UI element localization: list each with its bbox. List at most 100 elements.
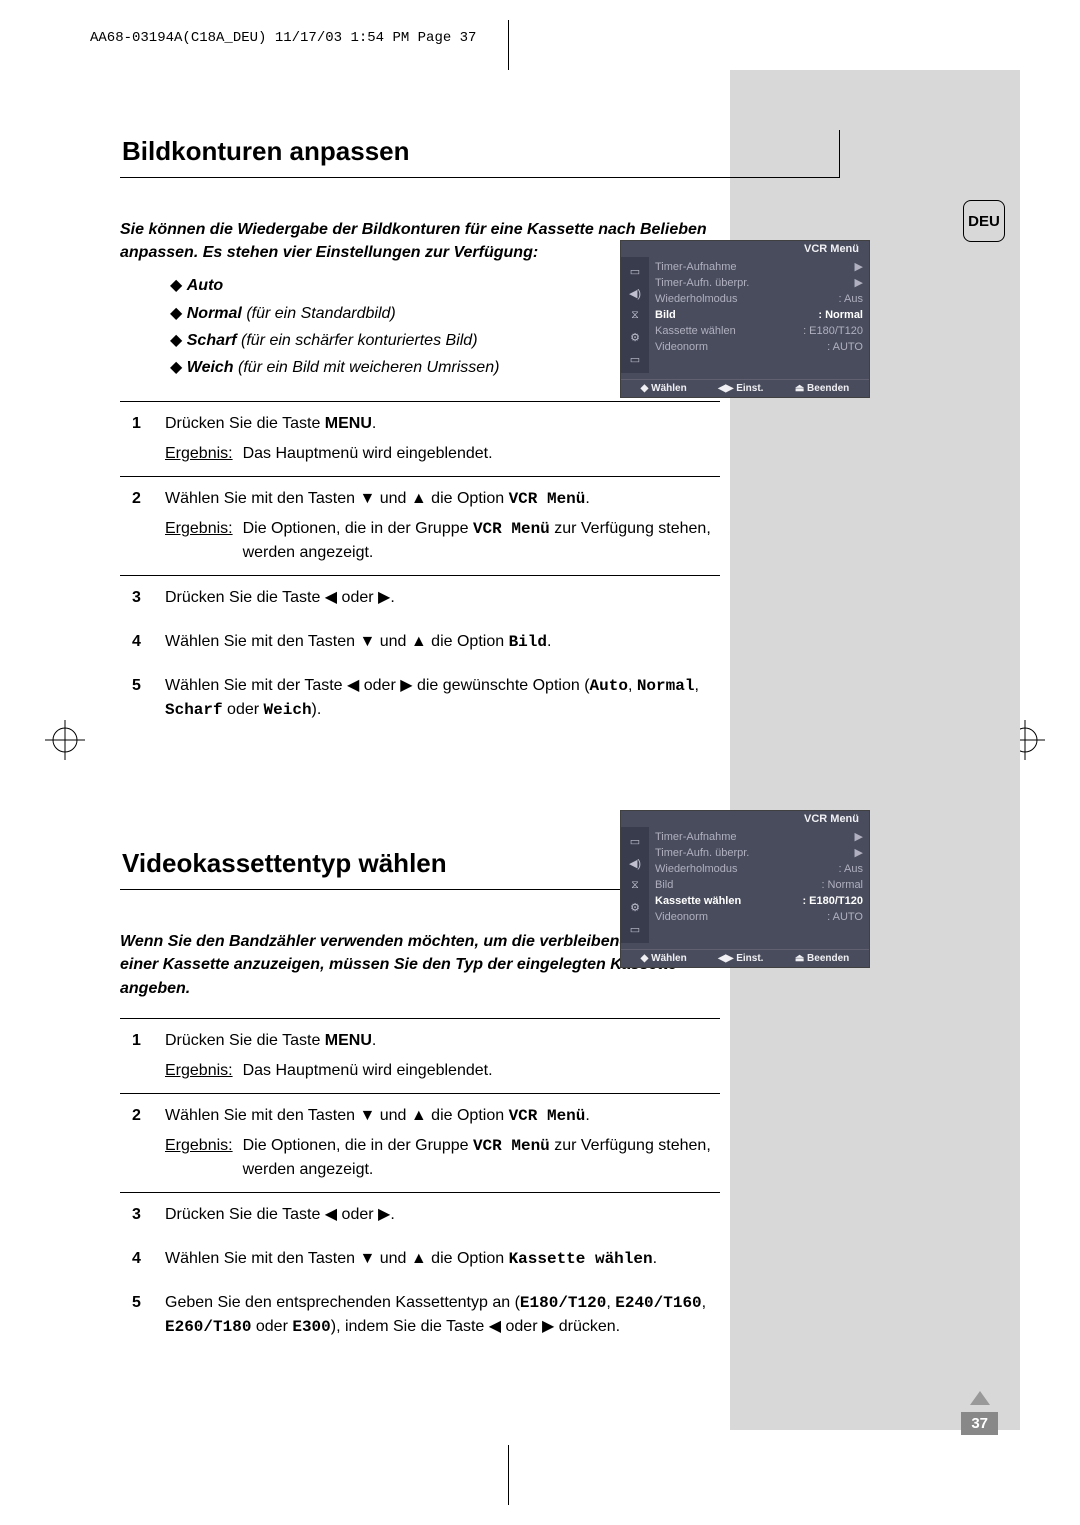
- osd-footer-exit: ⏏ Beenden: [795, 383, 849, 394]
- osd-row-label: Kassette wählen: [655, 324, 736, 340]
- osd-rows: Timer-Aufnahme▶Timer-Aufn. überpr.▶Wiede…: [649, 827, 869, 943]
- osd-row-value: : AUTO: [827, 910, 863, 926]
- osd-row-value: : E180/T120: [802, 894, 863, 910]
- step-body: Wählen Sie mit den Tasten ▼ und ▲ die Op…: [165, 630, 720, 654]
- hourglass-icon: ⧖: [626, 876, 644, 894]
- speaker-icon: ◀): [626, 854, 644, 872]
- osd-icon-strip: ▭ ◀) ⧖ ⚙ ▭: [621, 827, 649, 943]
- step-1: 1 Drücken Sie die Taste MENU. Ergebnis:D…: [120, 402, 720, 477]
- osd-row: Timer-Aufnahme ▶: [655, 260, 863, 276]
- osd-row: Timer-Aufnahme ▶: [655, 830, 863, 846]
- tv-icon: ▭: [626, 262, 644, 280]
- crop-mark-left: [45, 720, 85, 760]
- osd-panel-2: VCR Menü ▭ ◀) ⧖ ⚙ ▭ Timer-Aufnahme▶Timer…: [620, 810, 870, 968]
- osd-row-value: ▶: [855, 276, 863, 292]
- osd-row-label: Timer-Aufnahme: [655, 260, 737, 276]
- osd-row-label: Kassette wählen: [655, 894, 741, 910]
- osd-row-value: : Normal: [818, 308, 863, 324]
- osd-footer-select: ◆ Wählen: [641, 383, 687, 394]
- step-num: 5: [120, 674, 165, 722]
- osd-row: Wiederholmodus : Aus: [655, 862, 863, 878]
- osd-row: Timer-Aufn. überpr. ▶: [655, 846, 863, 862]
- osd-row-label: Timer-Aufn. überpr.: [655, 846, 749, 862]
- osd-row: Wiederholmodus : Aus: [655, 292, 863, 308]
- step-1: 1 Drücken Sie die Taste MENU. Ergebnis:D…: [120, 1019, 720, 1094]
- osd-row-label: Bild: [655, 308, 676, 324]
- step-4: 4 Wählen Sie mit den Tasten ▼ und ▲ die …: [120, 1237, 720, 1281]
- osd-row-label: Wiederholmodus: [655, 862, 738, 878]
- language-badge: DEU: [963, 200, 1005, 242]
- step-5: 5 Wählen Sie mit der Taste ◀ oder ▶ die …: [120, 664, 720, 732]
- osd-row: Videonorm : AUTO: [655, 910, 863, 926]
- step-num: 3: [120, 1203, 165, 1227]
- page-number: 37: [961, 1412, 998, 1435]
- step-num: 1: [120, 412, 165, 466]
- osd-rows: Timer-Aufnahme▶Timer-Aufn. überpr.▶Wiede…: [649, 257, 869, 373]
- step-4: 4 Wählen Sie mit den Tasten ▼ und ▲ die …: [120, 620, 720, 664]
- osd-panel-1: VCR Menü ▭ ◀) ⧖ ⚙ ▭ Timer-Aufnahme▶Timer…: [620, 240, 870, 398]
- step-body: Wählen Sie mit den Tasten ▼ und ▲ die Op…: [165, 1104, 720, 1182]
- osd-row-value: : E180/T120: [803, 324, 863, 340]
- step-body: Drücken Sie die Taste ◀ oder ▶.: [165, 586, 720, 610]
- step-num: 3: [120, 586, 165, 610]
- osd-row-label: Videonorm: [655, 340, 708, 356]
- step-body: Drücken Sie die Taste MENU. Ergebnis:Das…: [165, 1029, 720, 1083]
- step-num: 4: [120, 630, 165, 654]
- step-body: Wählen Sie mit der Taste ◀ oder ▶ die ge…: [165, 674, 720, 722]
- step-5: 5 Geben Sie den entsprechenden Kassetten…: [120, 1281, 720, 1349]
- osd-row-label: Videonorm: [655, 910, 708, 926]
- sliders-icon: ⚙: [626, 898, 644, 916]
- step-body: Drücken Sie die Taste ◀ oder ▶.: [165, 1203, 720, 1227]
- cassette-icon: ▭: [626, 350, 644, 368]
- osd-row: Kassette wählen : E180/T120: [655, 324, 863, 340]
- step-num: 2: [120, 487, 165, 565]
- osd-footer: ◆ Wählen ◀▶ Einst. ⏏ Beenden: [621, 949, 869, 967]
- page: AA68-03194A(C18A_DEU) 11/17/03 1:54 PM P…: [60, 0, 1020, 1525]
- osd-row-label: Timer-Aufnahme: [655, 830, 737, 846]
- osd-row-value: : Aus: [839, 292, 863, 308]
- osd-row-value: ▶: [855, 830, 863, 846]
- step-2: 2 Wählen Sie mit den Tasten ▼ und ▲ die …: [120, 1094, 720, 1193]
- osd-footer: ◆ Wählen ◀▶ Einst. ⏏ Beenden: [621, 379, 869, 397]
- osd-icon-strip: ▭ ◀) ⧖ ⚙ ▭: [621, 257, 649, 373]
- osd-row: Kassette wählen : E180/T120: [655, 894, 863, 910]
- osd-row-label: Bild: [655, 878, 673, 894]
- cassette-icon: ▭: [626, 920, 644, 938]
- hourglass-icon: ⧖: [626, 306, 644, 324]
- step-num: 5: [120, 1291, 165, 1339]
- step-body: Wählen Sie mit den Tasten ▼ und ▲ die Op…: [165, 1247, 720, 1271]
- osd-footer-adjust: ◀▶ Einst.: [718, 953, 763, 964]
- osd-title: VCR Menü: [621, 811, 869, 827]
- osd-row-label: Wiederholmodus: [655, 292, 738, 308]
- osd-row: Timer-Aufn. überpr. ▶: [655, 276, 863, 292]
- crop-mark-bottom: [490, 1445, 530, 1485]
- tv-icon: ▭: [626, 832, 644, 850]
- osd-title: VCR Menü: [621, 241, 869, 257]
- osd-footer-exit: ⏏ Beenden: [795, 953, 849, 964]
- osd-row-value: ▶: [855, 846, 863, 862]
- osd-row: Bild : Normal: [655, 878, 863, 894]
- step-body: Geben Sie den entsprechenden Kassettenty…: [165, 1291, 720, 1339]
- osd-row-value: : Normal: [821, 878, 863, 894]
- step-3: 3 Drücken Sie die Taste ◀ oder ▶.: [120, 1193, 720, 1237]
- step-2: 2 Wählen Sie mit den Tasten ▼ und ▲ die …: [120, 477, 720, 576]
- step-num: 4: [120, 1247, 165, 1271]
- osd-box: VCR Menü ▭ ◀) ⧖ ⚙ ▭ Timer-Aufnahme▶Timer…: [620, 240, 870, 398]
- step-num: 1: [120, 1029, 165, 1083]
- section1-steps: 1 Drücken Sie die Taste MENU. Ergebnis:D…: [120, 401, 720, 732]
- section1-title: Bildkonturen anpassen: [120, 130, 840, 178]
- osd-row: Videonorm : AUTO: [655, 340, 863, 356]
- section2-steps: 1 Drücken Sie die Taste MENU. Ergebnis:D…: [120, 1018, 720, 1349]
- crop-mark-top: [490, 50, 530, 90]
- speaker-icon: ◀): [626, 284, 644, 302]
- osd-box: VCR Menü ▭ ◀) ⧖ ⚙ ▭ Timer-Aufnahme▶Timer…: [620, 810, 870, 968]
- osd-footer-select: ◆ Wählen: [641, 953, 687, 964]
- osd-row-value: : AUTO: [827, 340, 863, 356]
- osd-row-value: : Aus: [839, 862, 863, 878]
- step-body: Wählen Sie mit den Tasten ▼ und ▲ die Op…: [165, 487, 720, 565]
- osd-row-label: Timer-Aufn. überpr.: [655, 276, 749, 292]
- print-header: AA68-03194A(C18A_DEU) 11/17/03 1:54 PM P…: [90, 30, 476, 46]
- page-arrow-icon: [970, 1391, 990, 1405]
- osd-row-value: ▶: [855, 260, 863, 276]
- osd-row: Bild : Normal: [655, 308, 863, 324]
